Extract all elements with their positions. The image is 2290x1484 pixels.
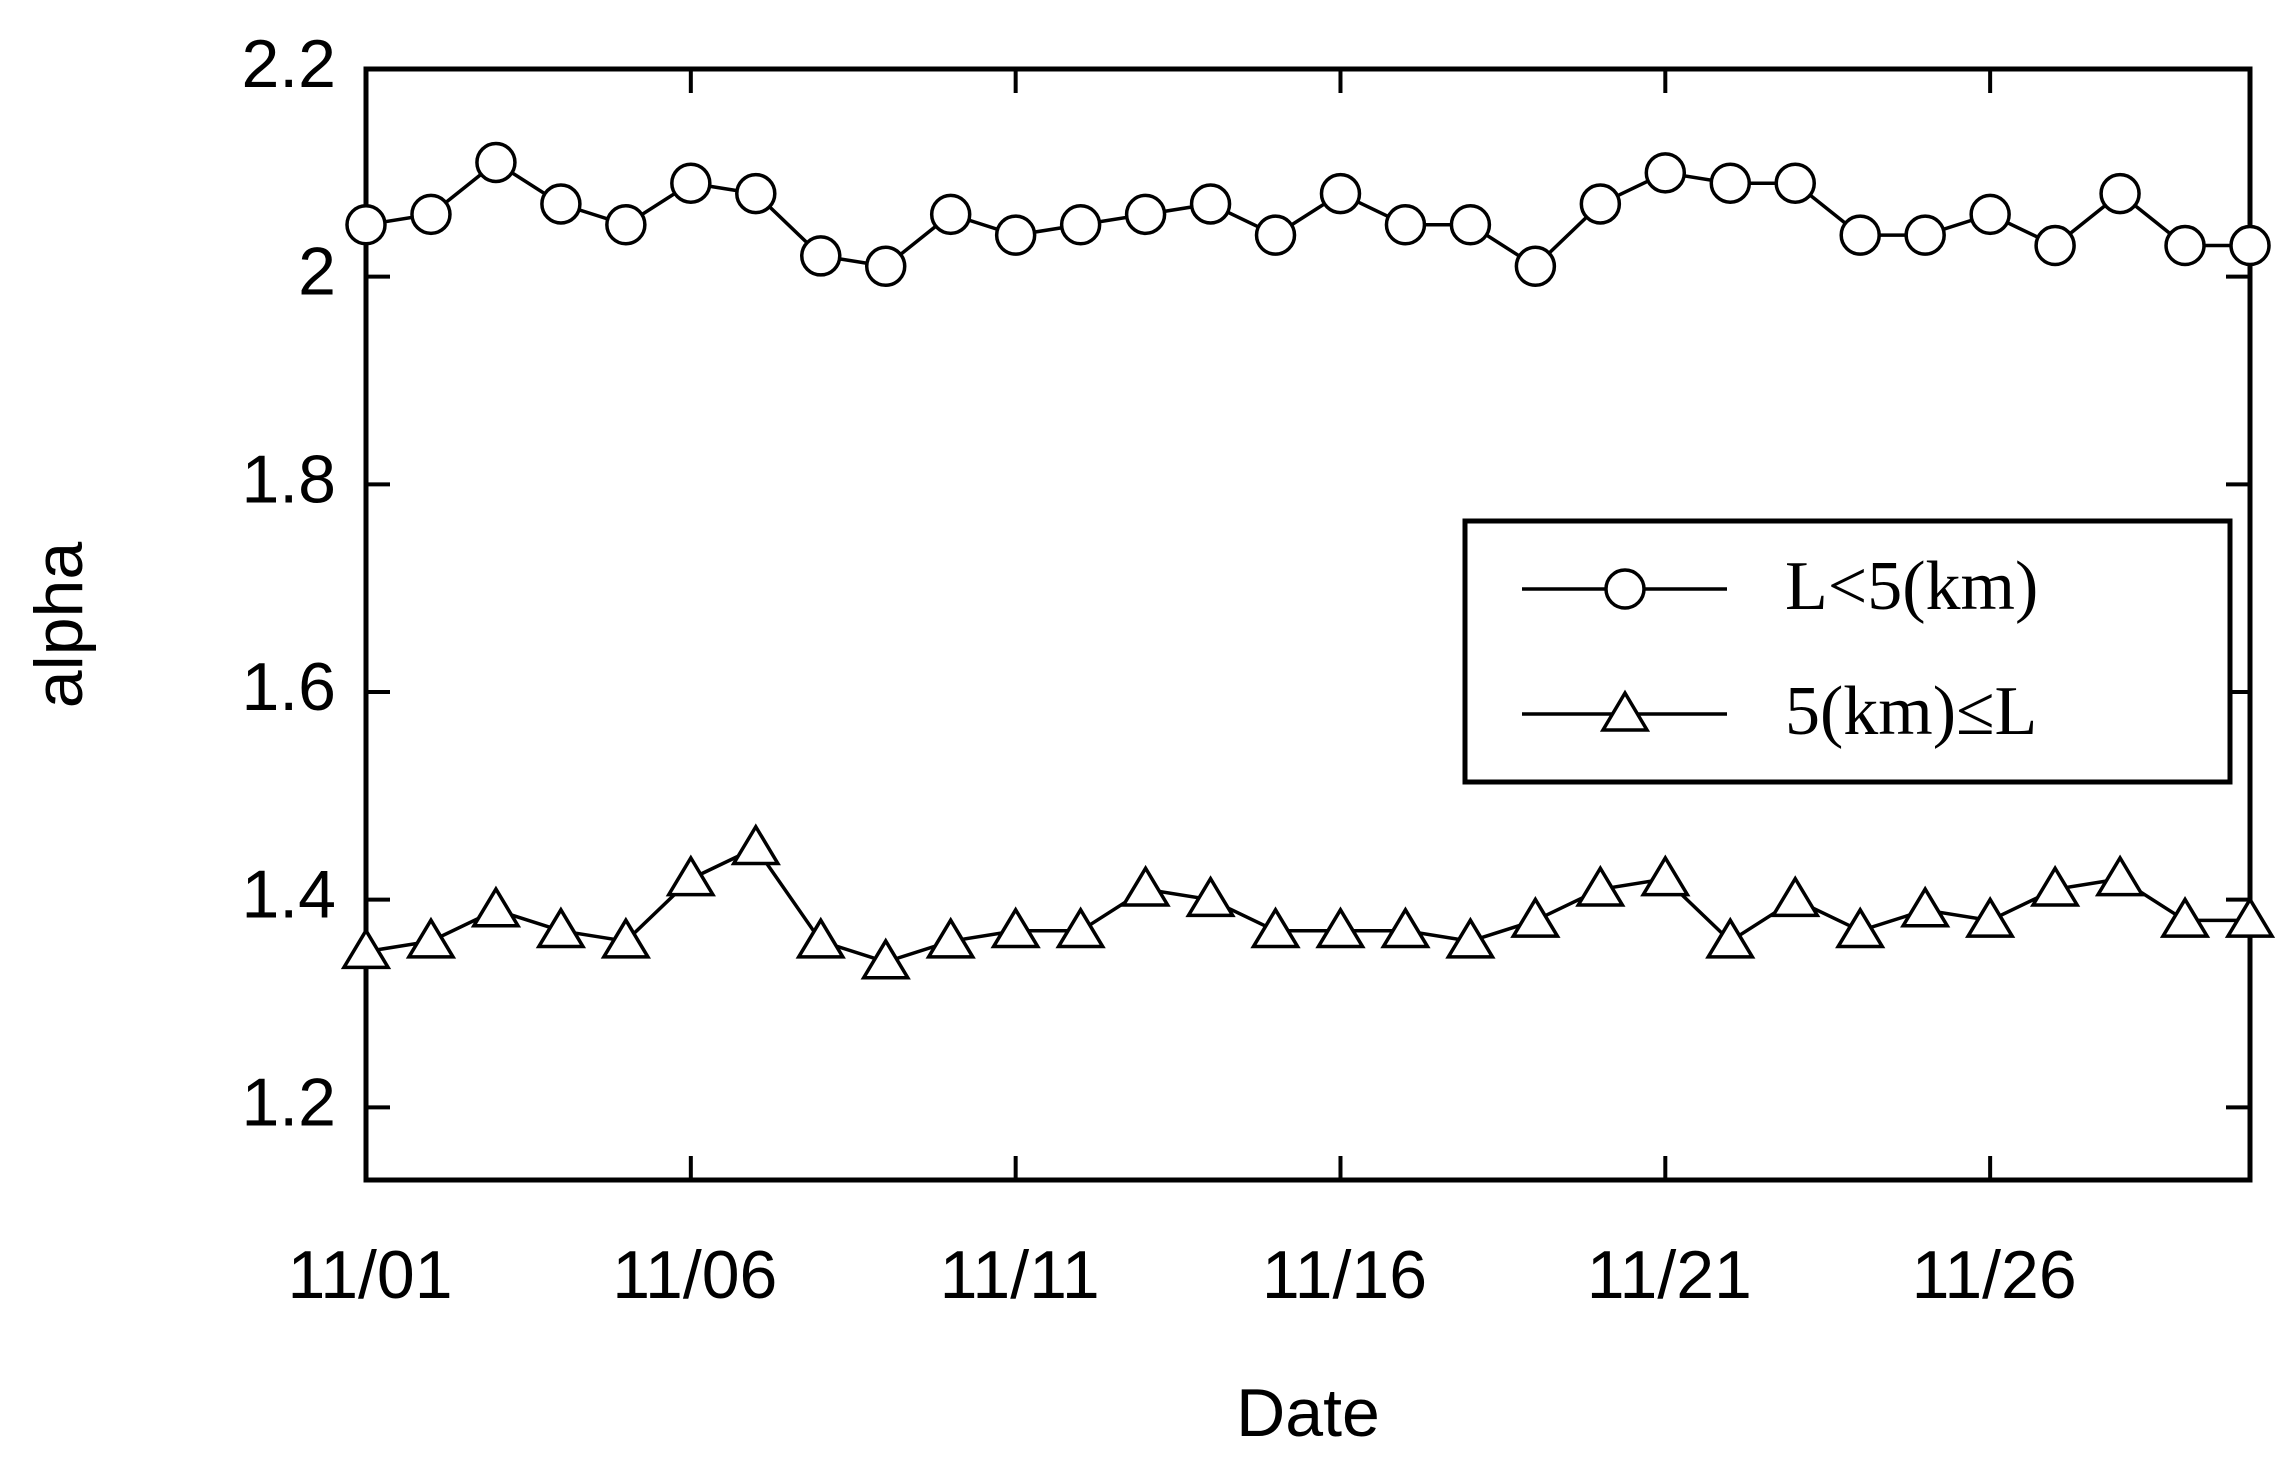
x-tick-label: 11/01	[287, 1237, 452, 1313]
data-point	[2224, 896, 2276, 938]
data-point	[1770, 875, 1821, 918]
data-point	[795, 916, 846, 959]
x-tick-label: 11/11	[940, 1237, 1100, 1313]
x-tick-label: 11/16	[1262, 1237, 1427, 1313]
data-point	[1969, 193, 2011, 236]
legend-label: 5(km)≤L	[1785, 673, 2037, 750]
data-point	[1315, 906, 1366, 949]
data-point	[1964, 896, 2016, 938]
data-point	[1709, 162, 1752, 204]
data-point	[1185, 875, 1236, 918]
y-tick-label: 1.6	[241, 649, 336, 725]
data-point	[665, 854, 716, 897]
data-point	[1189, 183, 1232, 225]
data-point	[600, 916, 652, 959]
y-tick-label: 1.8	[241, 441, 336, 517]
data-point	[1059, 203, 1102, 246]
data-point	[405, 916, 457, 959]
data-point	[929, 193, 972, 236]
y-tick-label: 1.4	[241, 857, 336, 933]
data-point	[1575, 864, 1626, 907]
data-point	[1254, 214, 1297, 256]
x-tick-label: 11/06	[612, 1237, 777, 1313]
data-point	[535, 906, 587, 949]
data-point	[735, 172, 777, 215]
data-point	[2099, 172, 2141, 215]
data-point	[2094, 854, 2146, 897]
data-point	[340, 927, 392, 970]
data-point	[540, 183, 582, 225]
data-point	[1774, 162, 1816, 204]
data-point	[605, 203, 647, 246]
data-point	[994, 214, 1037, 256]
y-tick-label: 1.2	[241, 1064, 336, 1140]
data-point	[1449, 203, 1492, 246]
series-line	[365, 160, 2250, 269]
data-point	[345, 203, 387, 246]
x-tick-label: 11/21	[1587, 1237, 1752, 1313]
data-point	[1705, 916, 1756, 959]
y-tick-label: 2.2	[241, 26, 336, 102]
legend-marker	[1599, 689, 1651, 732]
data-point	[1124, 193, 1167, 236]
data-point	[925, 916, 976, 959]
data-point	[1445, 916, 1496, 959]
data-point	[2159, 896, 2211, 938]
x-tick-label: 11/26	[1912, 1237, 2077, 1313]
y-axis-label: alpha	[21, 542, 97, 709]
data-point	[1900, 885, 1951, 928]
data-point	[1835, 906, 1886, 949]
data-point	[1514, 245, 1557, 288]
data-point	[410, 193, 452, 236]
data-point	[730, 823, 781, 866]
data-point	[1510, 896, 1561, 938]
data-point	[475, 141, 517, 184]
series-line	[365, 845, 2250, 964]
data-point	[1579, 183, 1622, 225]
data-point	[1120, 864, 1171, 907]
data-point	[1640, 854, 1691, 897]
data-point	[1380, 906, 1431, 949]
data-point	[470, 885, 522, 928]
data-point	[800, 235, 842, 277]
data-point	[1839, 214, 1881, 256]
legend-label: L<5(km)	[1785, 548, 2038, 625]
data-point	[2034, 224, 2076, 267]
data-point	[990, 906, 1041, 949]
data-point	[1644, 152, 1687, 194]
data-point	[1384, 203, 1427, 246]
data-point	[860, 937, 911, 980]
data-point	[2164, 224, 2206, 267]
data-point	[864, 245, 907, 288]
data-point	[2229, 224, 2271, 267]
x-axis-label: Date	[1236, 1375, 1380, 1451]
data-point	[1055, 906, 1106, 949]
data-point	[2029, 864, 2081, 907]
data-point	[1250, 906, 1301, 949]
legend-box	[1462, 518, 2233, 785]
data-point	[1319, 172, 1362, 215]
plot-frame	[363, 66, 2253, 1183]
y-tick-label: 2	[298, 234, 336, 310]
data-point	[670, 162, 712, 204]
legend-marker	[1604, 568, 1646, 610]
data-point	[1904, 214, 1946, 256]
